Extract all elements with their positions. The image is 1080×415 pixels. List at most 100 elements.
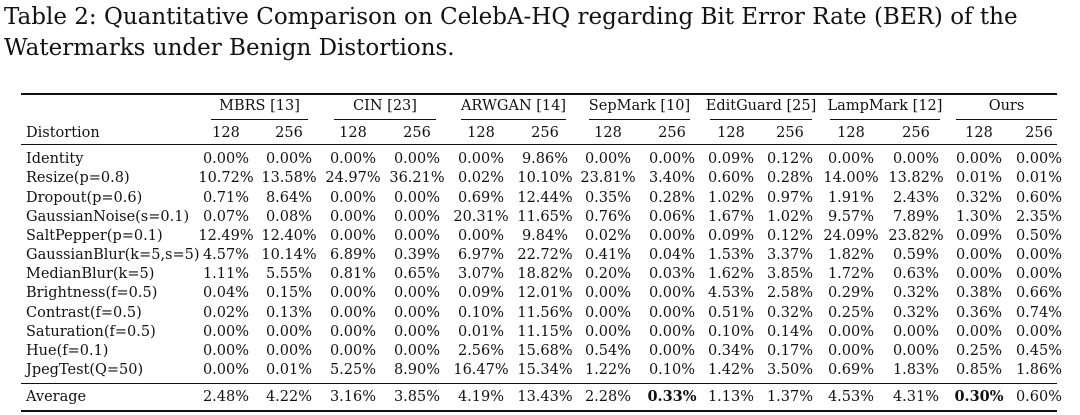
table-cell: 0.00% xyxy=(827,151,875,167)
average-cell: 13.43% xyxy=(517,389,573,405)
table-cell: 12.49% xyxy=(198,228,254,244)
table-cell: 22.72% xyxy=(517,247,573,263)
table-cell: 0.29% xyxy=(827,285,875,301)
average-cell: 1.37% xyxy=(766,389,814,405)
size-header: 128 xyxy=(717,125,745,141)
size-header: 128 xyxy=(467,125,495,141)
table-cell: 8.64% xyxy=(265,190,313,206)
table-cell: 0.06% xyxy=(648,209,696,225)
table-cell: 24.09% xyxy=(823,228,879,244)
average-cell: 0.33% xyxy=(647,388,697,405)
table-cell: 2.43% xyxy=(892,190,940,206)
row-label: Contrast(f=0.5) xyxy=(26,305,142,321)
table-cell: 12.40% xyxy=(261,228,317,244)
row-label: Hue(f=0.1) xyxy=(26,343,109,359)
table-cell: 0.32% xyxy=(766,305,814,321)
size-header: 256 xyxy=(531,125,559,141)
table-cell: 0.04% xyxy=(202,285,250,301)
table-cell: 11.56% xyxy=(517,305,573,321)
table-cell: 0.36% xyxy=(955,305,1003,321)
table-cell: 5.25% xyxy=(329,362,377,378)
row-label: GaussianNoise(s=0.1) xyxy=(26,209,190,225)
distortion-column-header: Distortion xyxy=(26,125,100,141)
average-cell: 0.60% xyxy=(1015,389,1063,405)
table-cell: 1.86% xyxy=(1015,362,1063,378)
table-cell: 5.55% xyxy=(265,266,313,282)
table-cell: 0.00% xyxy=(827,324,875,340)
table-rule xyxy=(21,383,1057,384)
row-label: Brightness(f=0.5) xyxy=(26,285,158,301)
size-header: 256 xyxy=(902,125,930,141)
table-cell: 18.82% xyxy=(517,266,573,282)
average-cell: 1.13% xyxy=(707,389,755,405)
table-cell: 0.02% xyxy=(202,305,250,321)
average-cell: 4.31% xyxy=(892,389,940,405)
table-cell: 12.01% xyxy=(517,285,573,301)
table-rule xyxy=(21,93,1057,95)
table-cell: 0.00% xyxy=(393,151,441,167)
table-cell: 20.31% xyxy=(453,209,509,225)
table-cell: 0.00% xyxy=(1015,324,1063,340)
table-cell: 10.14% xyxy=(261,247,317,263)
table-cell: 0.10% xyxy=(707,324,755,340)
table-cell: 10.10% xyxy=(517,170,573,186)
table-cell: 0.00% xyxy=(648,151,696,167)
table-cell: 0.00% xyxy=(955,151,1003,167)
table-cell: 0.97% xyxy=(766,190,814,206)
table-cell: 0.00% xyxy=(393,285,441,301)
table-cell: 0.14% xyxy=(766,324,814,340)
table-rule xyxy=(710,119,812,120)
table-cell: 2.58% xyxy=(766,285,814,301)
table-cell: 1.83% xyxy=(892,362,940,378)
table-cell: 0.32% xyxy=(892,305,940,321)
table-cell: 0.69% xyxy=(827,362,875,378)
table-rule xyxy=(956,119,1057,120)
average-cell: 4.19% xyxy=(457,389,505,405)
table-cell: 1.02% xyxy=(707,190,755,206)
table-cell: 0.04% xyxy=(648,247,696,263)
table-cell: 0.02% xyxy=(584,228,632,244)
table-cell: 0.00% xyxy=(202,343,250,359)
method-header: EditGuard [25] xyxy=(705,98,817,114)
table-cell: 0.00% xyxy=(648,343,696,359)
method-header: ARWGAN [14] xyxy=(460,98,567,114)
size-header: 128 xyxy=(965,125,993,141)
table-cell: 0.00% xyxy=(393,190,441,206)
table-cell: 11.15% xyxy=(517,324,573,340)
table-cell: 0.54% xyxy=(584,343,632,359)
table-cell: 1.91% xyxy=(827,190,875,206)
table-cell: 0.01% xyxy=(457,324,505,340)
row-label: MedianBlur(k=5) xyxy=(26,266,155,282)
table-cell: 0.00% xyxy=(892,324,940,340)
size-header: 256 xyxy=(403,125,431,141)
table-cell: 2.35% xyxy=(1015,209,1063,225)
table-cell: 1.67% xyxy=(707,209,755,225)
table-cell: 11.65% xyxy=(517,209,573,225)
row-label-average: Average xyxy=(26,389,87,405)
table-cell: 8.90% xyxy=(393,362,441,378)
table-cell: 1.30% xyxy=(955,209,1003,225)
table-cell: 0.35% xyxy=(584,190,632,206)
table-cell: 0.00% xyxy=(648,305,696,321)
table-cell: 0.34% xyxy=(707,343,755,359)
table-cell: 0.00% xyxy=(584,305,632,321)
average-cell: 4.53% xyxy=(827,389,875,405)
table-cell: 3.50% xyxy=(766,362,814,378)
table-cell: 0.09% xyxy=(955,228,1003,244)
table-cell: 24.97% xyxy=(325,170,381,186)
method-header: CIN [23] xyxy=(353,98,417,114)
table-cell: 0.12% xyxy=(766,151,814,167)
table-cell: 0.41% xyxy=(584,247,632,263)
row-label: GaussianBlur(k=5,s=5) xyxy=(26,247,200,263)
table-cell: 1.11% xyxy=(202,266,250,282)
average-cell: 3.85% xyxy=(393,389,441,405)
table-cell: 1.82% xyxy=(827,247,875,263)
table-cell: 9.86% xyxy=(521,151,569,167)
table-cell: 0.00% xyxy=(1015,247,1063,263)
table-cell: 15.34% xyxy=(517,362,573,378)
table-cell: 0.00% xyxy=(393,228,441,244)
table-cell: 9.84% xyxy=(521,228,569,244)
table-cell: 0.25% xyxy=(955,343,1003,359)
table-cell: 6.89% xyxy=(329,247,377,263)
table-cell: 0.01% xyxy=(265,362,313,378)
